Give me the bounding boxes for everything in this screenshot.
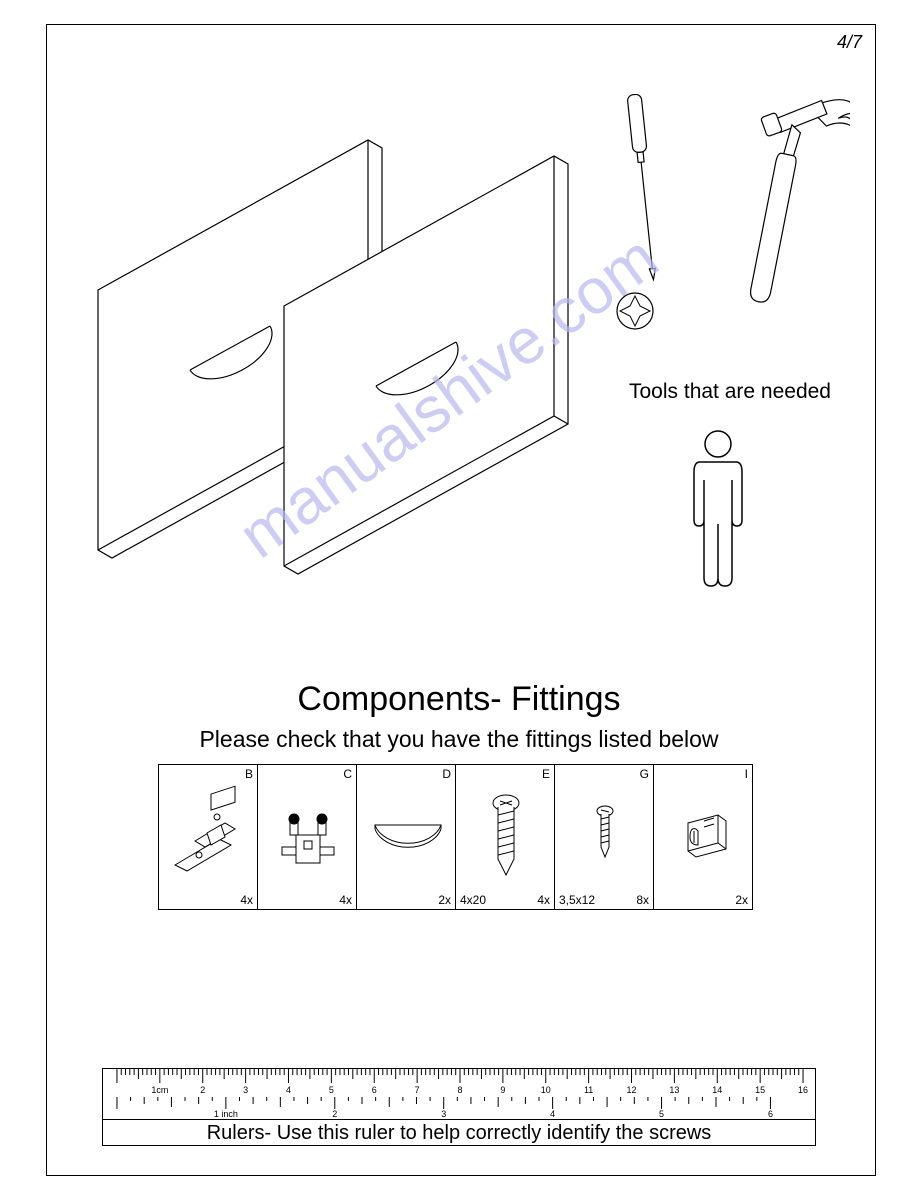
fitting-i: I 2x	[653, 764, 753, 910]
screw-large-icon	[462, 781, 550, 891]
fitting-d: D 2x	[356, 764, 456, 910]
mounting-plate-icon	[264, 781, 352, 891]
fitting-qty: 4x	[339, 893, 352, 907]
svg-text:8: 8	[457, 1085, 462, 1095]
svg-text:4: 4	[550, 1109, 555, 1119]
panels-illustration	[78, 120, 598, 620]
fitting-b: B 4x	[158, 764, 258, 910]
fitting-letter: D	[442, 767, 451, 781]
svg-text:13: 13	[669, 1085, 679, 1095]
svg-text:12: 12	[627, 1085, 637, 1095]
fitting-c: C 4x	[257, 764, 357, 910]
svg-text:2: 2	[332, 1109, 337, 1119]
fitting-qty: 2x	[438, 893, 451, 907]
fitting-qty: 2x	[735, 893, 748, 907]
svg-text:2: 2	[200, 1085, 205, 1095]
ruler-scale: 1cm 2 3 4 5 6 7 8 9 10 11 12 13 14 15 16 1 inch 2 3 4 5 6	[103, 1069, 815, 1119]
fitting-spec: 4x20	[460, 893, 486, 907]
page-number: 4/7	[837, 32, 862, 53]
svg-text:5: 5	[329, 1085, 334, 1095]
components-title: Components- Fittings	[0, 680, 918, 719]
tools-area: Tools that are needed	[590, 80, 870, 600]
fitting-e: E 4x20 4x	[455, 764, 555, 910]
svg-text:6: 6	[768, 1109, 773, 1119]
fitting-qty: 8x	[636, 893, 649, 907]
svg-text:6: 6	[372, 1085, 377, 1095]
svg-text:9: 9	[500, 1085, 505, 1095]
fitting-letter: I	[745, 767, 748, 781]
svg-text:3: 3	[243, 1085, 248, 1095]
fitting-letter: B	[245, 767, 253, 781]
svg-text:5: 5	[659, 1109, 664, 1119]
screwdriver-icon	[620, 94, 670, 304]
tools-label: Tools that are needed	[590, 380, 870, 404]
components-subtitle: Please check that you have the fittings …	[0, 726, 918, 753]
fitting-spec: 3,5x12	[559, 893, 595, 907]
manual-page: 4/7	[0, 0, 918, 1188]
ruler: 1cm 2 3 4 5 6 7 8 9 10 11 12 13 14 15 16 1 inch 2 3 4 5 6 Rul…	[102, 1068, 816, 1146]
fitting-g: G 3,5x12 8x	[554, 764, 654, 910]
svg-text:14: 14	[712, 1085, 722, 1095]
fitting-letter: C	[343, 767, 352, 781]
svg-text:16: 16	[798, 1085, 808, 1095]
svg-text:3: 3	[441, 1109, 446, 1119]
fitting-qty: 4x	[537, 893, 550, 907]
fittings-row: B 4x C	[158, 764, 753, 910]
fitting-qty: 4x	[240, 893, 253, 907]
ruler-instruction: Rulers- Use this ruler to help correctly…	[103, 1119, 815, 1147]
clip-icon	[660, 781, 748, 891]
svg-text:1cm: 1cm	[151, 1085, 168, 1095]
handle-icon	[363, 781, 451, 891]
fitting-letter: G	[640, 767, 649, 781]
person-icon	[682, 428, 754, 588]
fitting-letter: E	[542, 767, 550, 781]
svg-text:15: 15	[755, 1085, 765, 1095]
svg-text:11: 11	[584, 1085, 593, 1095]
hammer-icon	[710, 80, 850, 320]
svg-text:4: 4	[286, 1085, 291, 1095]
svg-text:1 inch: 1 inch	[214, 1109, 238, 1119]
svg-text:7: 7	[415, 1085, 420, 1095]
screw-small-icon	[561, 781, 649, 891]
hinge-icon	[165, 781, 253, 891]
screw-head-icon	[614, 290, 656, 332]
svg-text:10: 10	[541, 1085, 551, 1095]
